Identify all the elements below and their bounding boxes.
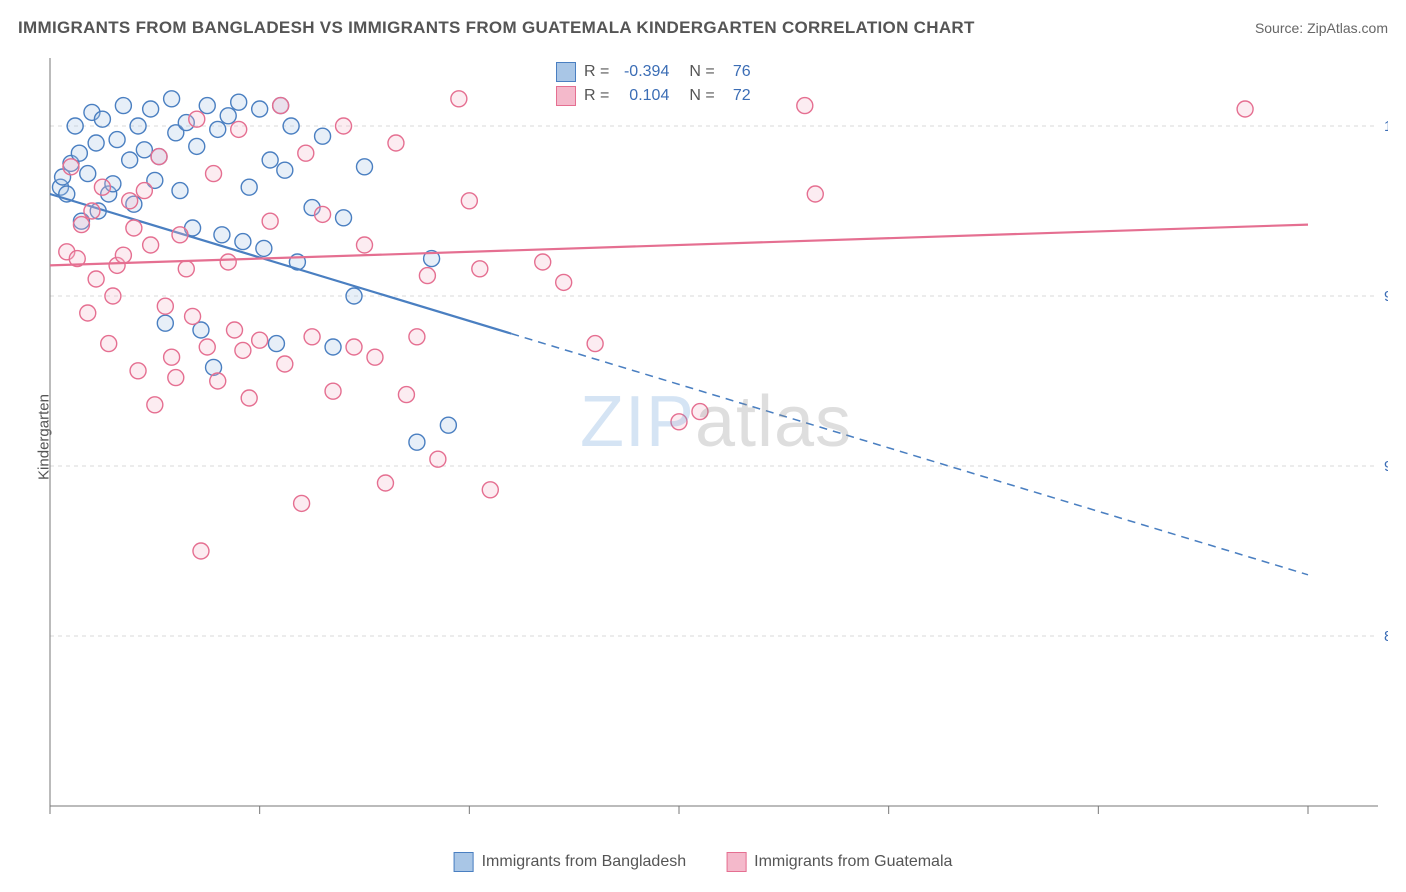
svg-text:60.0%: 60.0%	[1265, 821, 1308, 822]
title-bar: IMMIGRANTS FROM BANGLADESH VS IMMIGRANTS…	[18, 18, 1388, 38]
plot-area: Kindergarten 85.0%90.0%95.0%100.0%0.0%60…	[44, 52, 1388, 822]
stats-row-bangladesh: R = -0.394 N = 76	[548, 60, 759, 84]
swatch-icon	[556, 86, 576, 106]
r-value: -0.394	[617, 63, 669, 81]
svg-text:85.0%: 85.0%	[1384, 628, 1388, 645]
legend-label: Immigrants from Guatemala	[754, 853, 952, 871]
legend-label: Immigrants from Bangladesh	[482, 853, 687, 871]
scatter-chart-svg: 85.0% 90.0% 95.0% 100.0% 0.0% 60.0%	[44, 52, 1388, 822]
legend-item: Immigrants from Bangladesh	[454, 852, 687, 872]
chart-title: IMMIGRANTS FROM BANGLADESH VS IMMIGRANTS…	[18, 18, 975, 38]
swatch-icon	[454, 852, 474, 872]
swatch-icon	[726, 852, 746, 872]
n-value: 76	[723, 63, 751, 81]
n-label: N =	[689, 63, 714, 81]
swatch-icon	[556, 62, 576, 82]
n-label: N =	[689, 87, 714, 105]
stats-row-guatemala: R = 0.104 N = 72	[548, 84, 759, 108]
r-label: R =	[584, 63, 609, 81]
svg-text:0.0%: 0.0%	[50, 821, 84, 822]
footer-legend: Immigrants from Bangladesh Immigrants fro…	[454, 852, 953, 872]
svg-text:95.0%: 95.0%	[1384, 288, 1388, 305]
correlation-stats-box: R = -0.394 N = 76 R = 0.104 N = 72	[548, 60, 759, 108]
svg-text:100.0%: 100.0%	[1384, 118, 1388, 135]
n-value: 72	[723, 87, 751, 105]
source-attribution: Source: ZipAtlas.com	[1255, 20, 1388, 36]
r-value: 0.104	[617, 87, 669, 105]
svg-text:90.0%: 90.0%	[1384, 458, 1388, 475]
legend-item: Immigrants from Guatemala	[726, 852, 952, 872]
r-label: R =	[584, 87, 609, 105]
